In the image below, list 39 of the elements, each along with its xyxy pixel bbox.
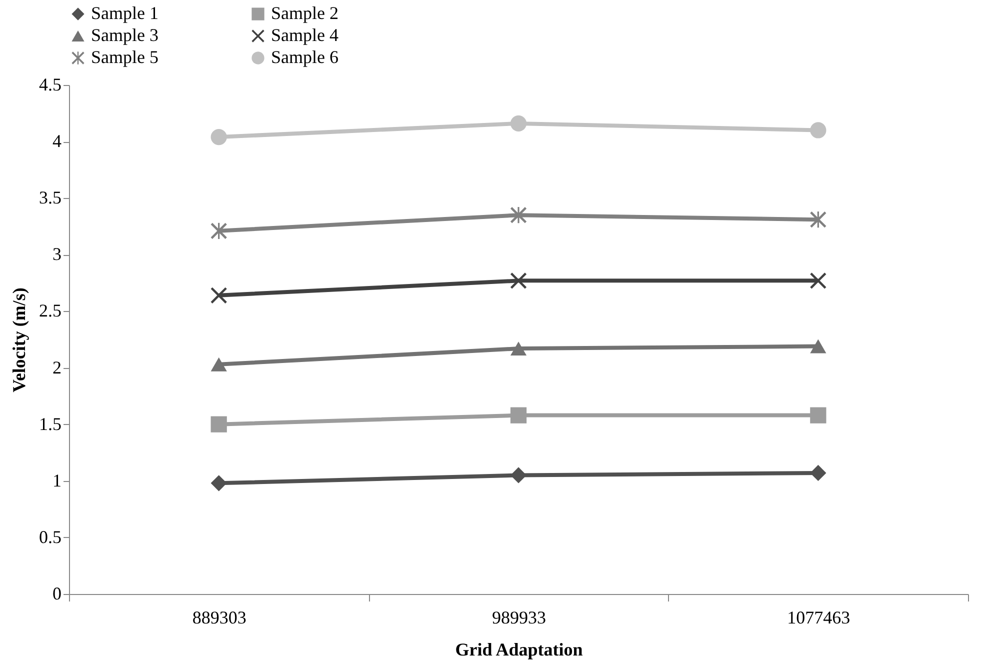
legend-label: Sample 6 (271, 47, 338, 67)
x-axis-title: Grid Adaptation (455, 640, 583, 660)
legend-label: Sample 3 (91, 25, 158, 45)
point (210, 128, 227, 146)
point (210, 475, 227, 492)
point (510, 342, 527, 356)
point (210, 287, 227, 304)
legend-label: Sample 2 (271, 3, 338, 23)
y-tick-label: 4.5 (39, 74, 62, 94)
y-tick-label: 3 (52, 244, 62, 264)
y-tick-label: 2.5 (39, 300, 62, 321)
point (810, 122, 826, 138)
point (210, 416, 227, 432)
legend-label: Sample 1 (91, 3, 158, 23)
point (810, 212, 826, 228)
y-tick-label: 2 (52, 357, 62, 378)
point (510, 272, 527, 289)
point (210, 357, 227, 372)
y-tick-label: 1.5 (39, 414, 62, 434)
point (810, 272, 826, 289)
legend-label: Sample 5 (91, 47, 158, 67)
x-tick-label: 1077463 (787, 608, 850, 628)
y-tick-label: 0.5 (39, 526, 62, 547)
y-tick-label: 3.5 (39, 188, 62, 208)
y-tick-label: 0 (52, 584, 62, 604)
y-tick-label: 4 (52, 131, 62, 152)
legend-label: Sample 4 (271, 25, 338, 45)
point (210, 222, 227, 239)
y-axis-title: Velocity (m/s) (9, 288, 29, 392)
y-tick-label: 1 (52, 470, 62, 490)
point (510, 115, 527, 132)
point (510, 407, 527, 424)
x-tick-label: 989933 (492, 608, 546, 628)
point (510, 467, 527, 484)
point (810, 407, 826, 424)
point (810, 464, 826, 482)
point (810, 339, 826, 354)
x-tick-label: 889303 (192, 608, 246, 628)
point (510, 207, 527, 224)
